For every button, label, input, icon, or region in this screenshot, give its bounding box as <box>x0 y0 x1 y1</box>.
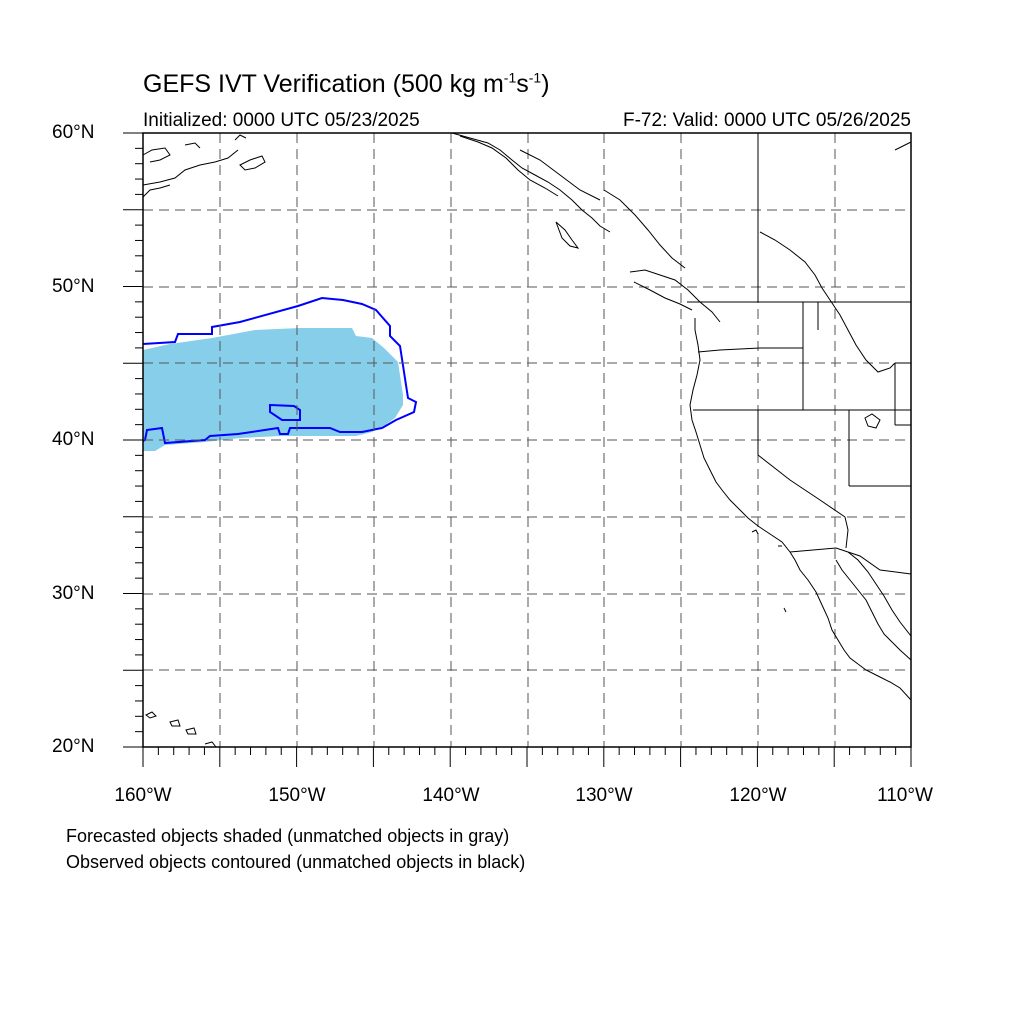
lat-tick-label-20n: 20°N <box>52 736 95 757</box>
lat-tick-label-30n: 30°N <box>52 583 95 604</box>
lon-tick-label-150w: 150°W <box>268 785 326 806</box>
lon-tick-label-160w: 160°W <box>114 785 172 806</box>
initialized-label: Initialized: 0000 UTC 05/23/2025 <box>143 110 420 131</box>
lon-tick-label-140w: 140°W <box>422 785 480 806</box>
observed-object-contour <box>142 296 418 445</box>
lat-tick-label-50n: 50°N <box>52 276 95 297</box>
lon-tick-label-120w: 120°W <box>729 785 787 806</box>
lon-tick-label-110w: 110°W <box>877 785 933 806</box>
graticule <box>143 133 911 747</box>
axis-ticks <box>123 132 912 767</box>
coastlines <box>142 132 912 748</box>
valid-time-label: F-72: Valid: 0000 UTC 05/26/2025 <box>623 110 911 131</box>
forecast-object <box>143 328 403 451</box>
lat-tick-label-40n: 40°N <box>52 429 95 450</box>
map-title: GEFS IVT Verification (500 kg m-1s-1) <box>143 69 550 98</box>
caption-forecast: Forecasted objects shaded (unmatched obj… <box>66 826 510 846</box>
lon-tick-label-130w: 130°W <box>575 785 633 806</box>
lat-tick-label-60n: 60°N <box>52 122 95 143</box>
borders <box>687 133 912 575</box>
caption-observed: Observed objects contoured (unmatched ob… <box>66 852 526 872</box>
observed-object-contour-inner <box>269 403 301 421</box>
